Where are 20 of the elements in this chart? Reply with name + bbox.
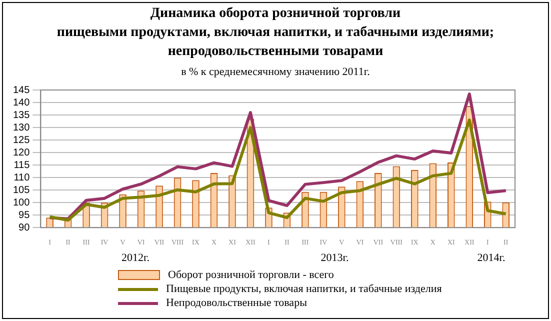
text: 2012г. (122, 252, 150, 264)
y-tick-label: 120 (12, 147, 30, 158)
y-tick-label: 100 (12, 197, 30, 208)
text: 2013г. (320, 252, 349, 264)
y-tick-label: 140 (12, 97, 30, 108)
legend-label: Оборот розничной торговли - всего (168, 268, 334, 282)
y-tick-label: 135 (12, 110, 30, 121)
chart-subtitle: в % к среднемесячному значению 2011г. (180, 66, 371, 78)
text: 2014г. (477, 252, 506, 264)
y-tick-label: 95 (18, 210, 30, 221)
y-tick-label: 130 (12, 122, 30, 134)
y-tick-label: 110 (14, 172, 30, 184)
y-tick-label: 105 (12, 184, 30, 196)
y-tick-label: 145 (12, 84, 30, 96)
chart-title: Динамика оборота розничной торговли пищевыми продуктами, включая напитки, и табачными изделиями; непродовольственными товарами (56, 5, 496, 61)
y-tick-label: 115 (14, 160, 30, 171)
y-tick-label: 125 (12, 134, 30, 146)
legend-label: Непродовольственные товары (166, 296, 307, 310)
y-tick-label: 90 (18, 222, 30, 234)
legend-label: Пищевые продукты, включая напитки, и табачные изделия (166, 282, 442, 296)
